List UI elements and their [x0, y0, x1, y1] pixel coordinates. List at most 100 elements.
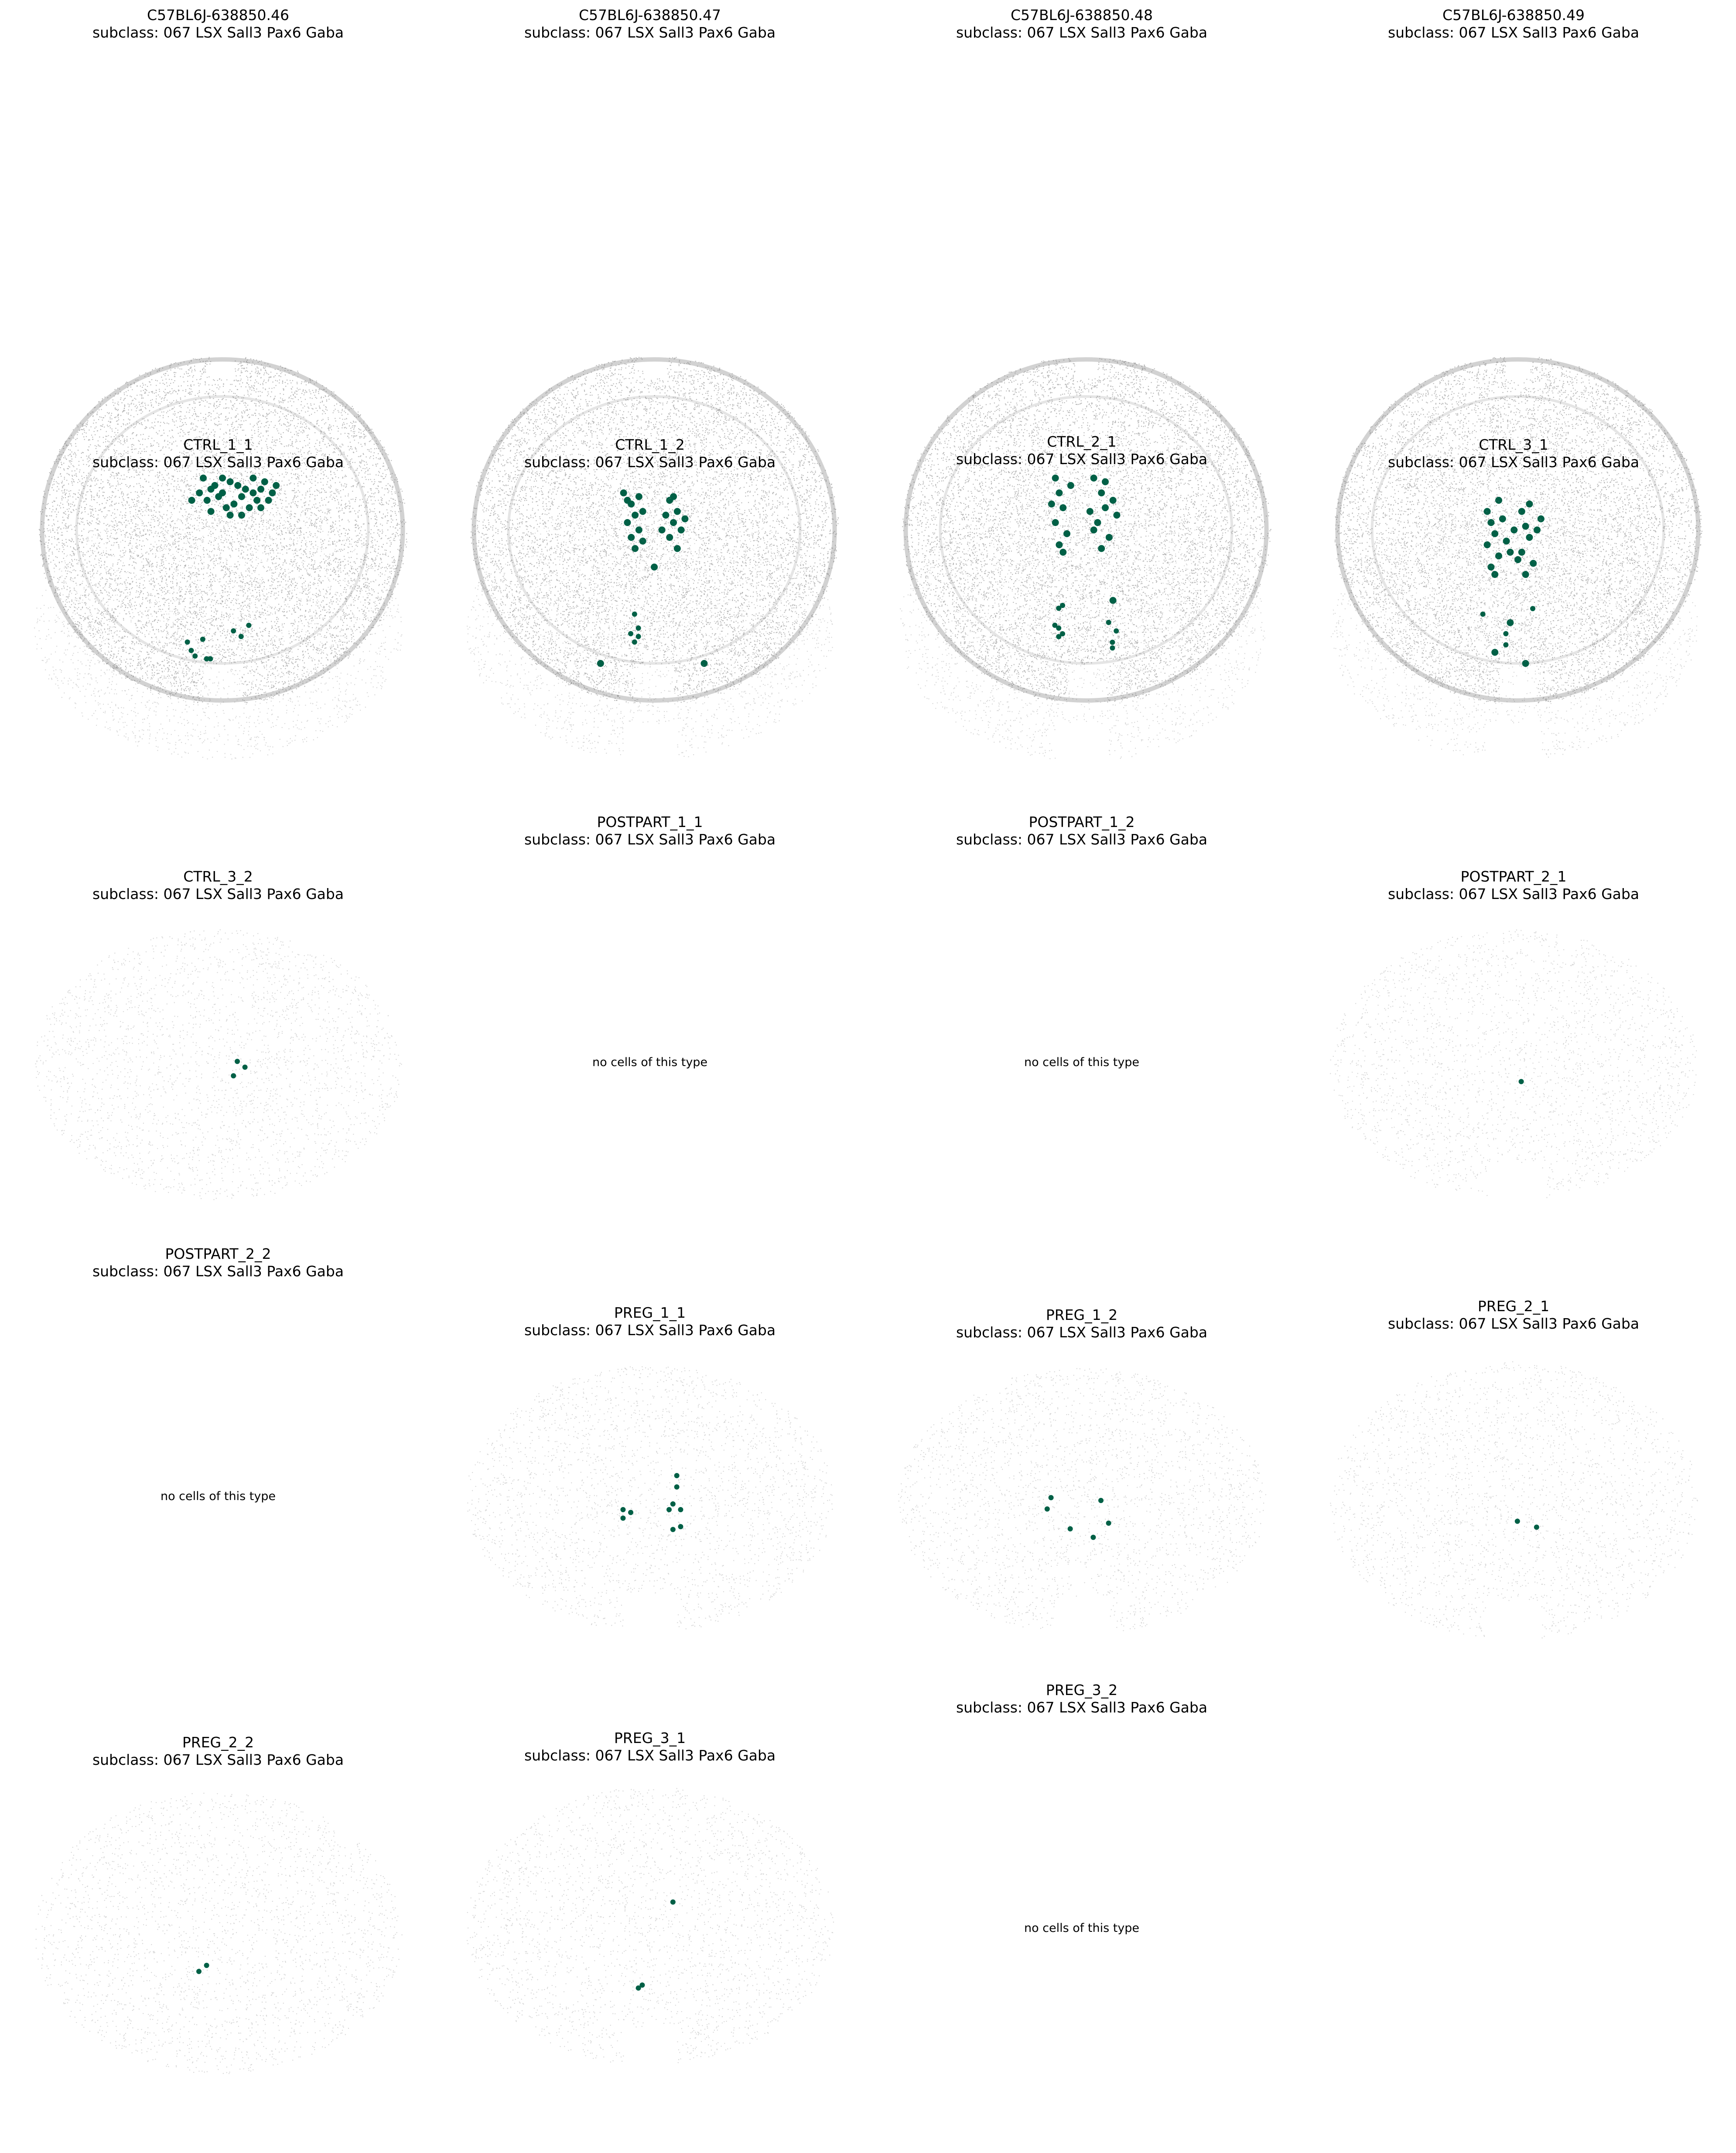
cell-point: [1110, 645, 1115, 651]
cell-point: [196, 1968, 202, 1974]
subclass-label: subclass: 067 LSX Sall3 Pax6 Gaba: [524, 24, 776, 41]
background-cells: [1331, 497, 1698, 758]
cell-point: [1044, 1506, 1050, 1512]
section-plot: [1334, 357, 1702, 704]
cell-point: [1052, 475, 1059, 482]
subclass-label: subclass: 067 LSX Sall3 Pax6 Gaba: [92, 24, 344, 41]
section-plot: [1330, 930, 1697, 1198]
cell-point: [674, 1484, 680, 1490]
subclass-label: subclass: 067 LSX Sall3 Pax6 Gaba: [92, 1751, 344, 1768]
sample-name: POSTPART_1_2: [1029, 813, 1135, 830]
cell-point: [1491, 530, 1499, 537]
cell-point: [1526, 534, 1533, 541]
panel-title: CTRL_1_2 subclass: 067 LSX Sall3 Pax6 Gab…: [434, 436, 866, 471]
cell-point: [246, 504, 253, 511]
cell-point: [203, 497, 211, 504]
cell-point: [1518, 508, 1525, 515]
section-plot: [35, 1793, 403, 2074]
cell-point: [196, 489, 203, 496]
cell-point: [670, 519, 677, 526]
cell-point: [1114, 628, 1119, 634]
cell-point: [1052, 519, 1059, 526]
cell-point: [208, 656, 213, 662]
panel-title: PREG_1_1 subclass: 067 LSX Sall3 Pax6 Gab…: [434, 1304, 866, 1339]
cell-point: [1510, 526, 1518, 533]
cell-point: [670, 1501, 676, 1507]
cell-point: [620, 1515, 626, 1521]
cell-point: [1109, 597, 1117, 604]
cell-point: [1094, 519, 1101, 526]
cell-point: [1059, 549, 1067, 556]
cell-point: [666, 534, 673, 541]
cell-point: [1109, 497, 1117, 504]
cell-point: [188, 497, 195, 504]
cell-point: [1060, 603, 1065, 608]
background-cells: [34, 497, 403, 760]
sample-name: CTRL_3_1: [1479, 436, 1548, 453]
cell-point: [200, 636, 205, 642]
cell-point: [1503, 642, 1509, 648]
cell-point: [1056, 634, 1062, 639]
sample-name: C57BL6J-638850.48: [1011, 7, 1153, 24]
background-cells: [35, 929, 402, 1200]
panel-title: PREG_3_1 subclass: 067 LSX Sall3 Pax6 Gab…: [434, 1729, 866, 1764]
cell-point: [188, 648, 194, 653]
sample-name: PREG_2_2: [182, 1734, 254, 1751]
cell-point: [1534, 526, 1541, 533]
cell-point: [666, 1507, 672, 1512]
cell-point: [1483, 541, 1491, 548]
cell-point: [639, 1982, 645, 1988]
cell-point: [639, 537, 646, 545]
cell-point: [1522, 571, 1529, 578]
cell-point: [265, 497, 272, 504]
cell-point: [1507, 619, 1514, 626]
background-cells: [898, 1368, 1266, 1631]
background-cells: [470, 357, 839, 703]
subclass-label: subclass: 067 LSX Sall3 Pax6 Gaba: [1387, 1315, 1640, 1332]
cell-point: [1098, 1498, 1104, 1503]
cell-point: [1059, 504, 1067, 511]
cell-point: [234, 482, 242, 489]
cell-point: [1518, 549, 1525, 556]
cell-point: [1090, 475, 1097, 482]
cell-point: [1530, 606, 1535, 612]
cell-point: [628, 631, 633, 636]
sample-name: C57BL6J-638850.46: [147, 7, 289, 24]
subclass-label: subclass: 067 LSX Sall3 Pax6 Gaba: [956, 831, 1208, 848]
cell-point: [1483, 508, 1491, 515]
cell-point: [1113, 512, 1121, 519]
section-plot: [898, 1368, 1266, 1631]
cell-point: [242, 485, 249, 493]
section-plot: [1331, 497, 1698, 758]
section-plot: [467, 1366, 833, 1630]
cell-point: [1067, 1526, 1073, 1531]
panel-title: C57BL6J-638850.46 subclass: 067 LSX Sall3…: [2, 7, 434, 41]
cell-point: [636, 1985, 641, 1991]
subclass-label: subclass: 067 LSX Sall3 Pax6 Gaba: [92, 454, 344, 471]
sample-name: CTRL_2_1: [1047, 433, 1117, 450]
subclass-label: subclass: 067 LSX Sall3 Pax6 Gaba: [956, 1324, 1208, 1341]
cell-point: [1063, 530, 1070, 537]
cell-point: [597, 660, 604, 667]
cell-point: [651, 564, 658, 571]
cell-point: [1056, 489, 1063, 496]
cell-point: [632, 512, 639, 519]
cell-point: [1067, 482, 1074, 489]
subclass-label: subclass: 067 LSX Sall3 Pax6 Gaba: [956, 1699, 1208, 1716]
cell-point: [1534, 1524, 1539, 1530]
background-cells: [38, 357, 407, 703]
cell-point: [1530, 560, 1537, 567]
cell-point: [1499, 515, 1506, 523]
cell-point: [632, 639, 637, 645]
cell-point: [1480, 612, 1486, 617]
cell-point: [1056, 605, 1062, 611]
cell-point: [1106, 1521, 1111, 1526]
cell-point: [624, 497, 631, 504]
cell-point: [231, 1073, 236, 1079]
cell-point: [1507, 549, 1514, 556]
cell-point: [677, 526, 685, 533]
subclass-label: subclass: 067 LSX Sall3 Pax6 Gaba: [1387, 454, 1640, 471]
panel-title: POSTPART_1_2 subclass: 067 LSX Sall3 Pax6…: [866, 813, 1298, 848]
cell-point: [222, 504, 230, 511]
